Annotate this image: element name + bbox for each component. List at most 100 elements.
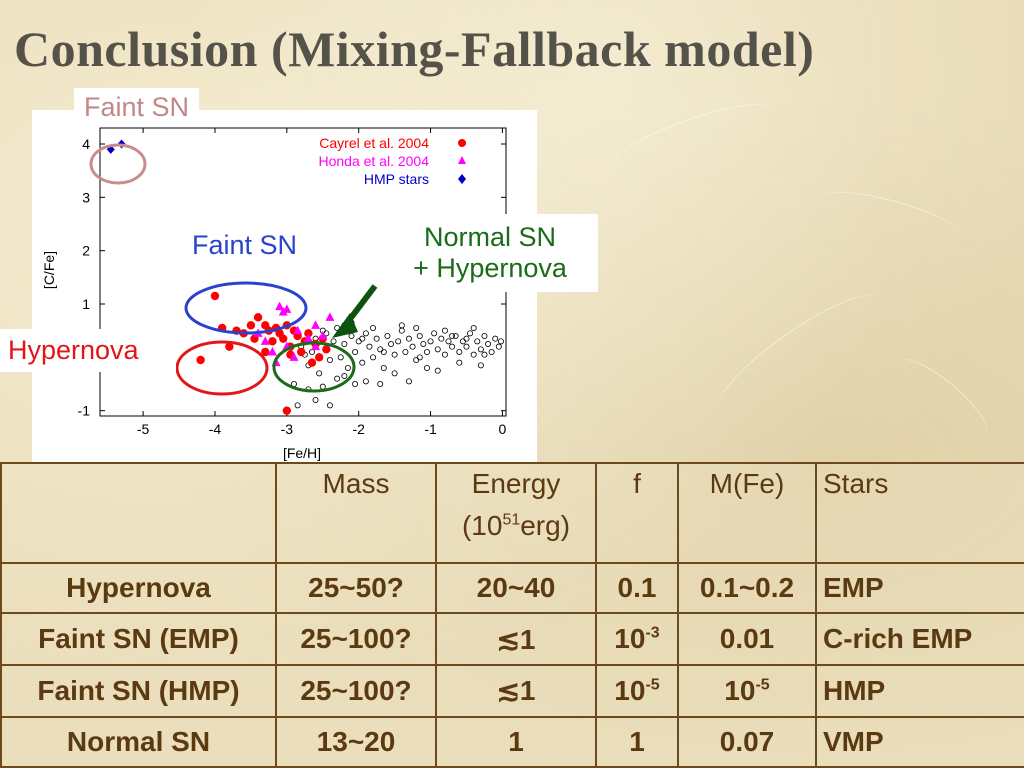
data-point-open bbox=[362, 378, 369, 385]
f-exp: -5 bbox=[645, 676, 660, 694]
row-stars: VMP bbox=[815, 715, 1024, 768]
header-energy-unit: (1051erg) bbox=[443, 510, 589, 542]
data-point-honda bbox=[318, 331, 328, 340]
callout-normal-line1: Normal SN bbox=[423, 222, 557, 252]
data-point-open bbox=[402, 348, 409, 355]
data-point-open bbox=[492, 335, 499, 342]
data-point-honda bbox=[311, 320, 321, 329]
mfe-base: 10 bbox=[724, 674, 756, 706]
row-energy: ≲1 bbox=[435, 612, 597, 666]
data-point-open bbox=[413, 356, 420, 363]
mfe-exp: -5 bbox=[755, 676, 770, 694]
header-stars: Stars bbox=[815, 462, 1024, 564]
data-point-open bbox=[445, 338, 452, 345]
data-point-open bbox=[359, 335, 366, 342]
data-point-open bbox=[294, 402, 301, 409]
row-f: 1 bbox=[595, 715, 679, 768]
data-point-cayrel bbox=[304, 329, 313, 338]
callout-faint-sn-top: Faint SN bbox=[74, 88, 200, 127]
paper-fiber bbox=[598, 90, 782, 191]
data-point-open bbox=[362, 330, 369, 337]
data-point-open bbox=[463, 335, 470, 342]
x-tick-label: -5 bbox=[137, 421, 150, 437]
data-point-open bbox=[373, 335, 380, 342]
data-point-honda bbox=[293, 325, 303, 335]
data-point-open bbox=[416, 332, 423, 339]
data-point-open bbox=[481, 351, 488, 358]
row-mfe: 0.1~0.2 bbox=[677, 561, 817, 615]
f-exp: -3 bbox=[645, 624, 660, 642]
f-base: 10 bbox=[614, 623, 646, 655]
row-stars: EMP bbox=[815, 561, 1024, 615]
data-point-open bbox=[352, 348, 359, 355]
y-tick-label: 4 bbox=[82, 136, 90, 152]
data-point-open bbox=[497, 338, 504, 345]
data-point-honda bbox=[325, 312, 335, 321]
faint-sn-top-ring bbox=[89, 143, 147, 185]
x-tick-label: 0 bbox=[499, 421, 507, 437]
y-tick-label: 3 bbox=[82, 189, 90, 205]
data-point-open bbox=[337, 354, 344, 361]
data-point-open bbox=[366, 343, 373, 350]
header-mass: Mass bbox=[275, 462, 437, 564]
data-point-open bbox=[326, 402, 333, 409]
x-axis-label: [Fe/H] bbox=[283, 445, 321, 461]
legend-marker-honda bbox=[458, 156, 466, 164]
data-point-open bbox=[427, 338, 434, 345]
x-tick-label: -2 bbox=[352, 421, 365, 437]
row-type: Faint SN (EMP) bbox=[0, 612, 277, 666]
data-point-open bbox=[449, 332, 456, 339]
row-f: 10-5 bbox=[595, 663, 679, 718]
data-point-open bbox=[398, 322, 405, 329]
table-header-row: Mass Energy (1051erg) f M(Fe) Stars bbox=[0, 462, 1024, 564]
table-row: Faint SN (HMP) 25~100? ≲1 10-5 10-5 HMP bbox=[0, 663, 1024, 718]
data-point-open bbox=[470, 324, 477, 331]
data-point-open bbox=[344, 364, 351, 371]
data-point-cayrel bbox=[314, 353, 324, 362]
data-point-open bbox=[463, 343, 470, 350]
y-tick-label: -1 bbox=[78, 403, 91, 419]
data-point-open bbox=[352, 380, 359, 387]
data-point-open bbox=[370, 324, 377, 331]
row-mass: 25~100? bbox=[275, 663, 437, 718]
data-point-open bbox=[413, 324, 420, 331]
annotation-rings bbox=[89, 143, 378, 396]
data-point-open bbox=[380, 348, 387, 355]
data-point-honda bbox=[260, 336, 270, 345]
arrow-head bbox=[332, 313, 358, 338]
data-point-open bbox=[431, 330, 438, 337]
header-empty bbox=[0, 462, 277, 564]
header-mfe: M(Fe) bbox=[677, 462, 817, 564]
hypernova-ring bbox=[175, 340, 269, 396]
data-point-open bbox=[438, 335, 445, 342]
row-mfe: 0.07 bbox=[677, 715, 817, 768]
data-point-open bbox=[377, 346, 384, 353]
data-point-honda bbox=[267, 347, 277, 356]
data-point-cayrel bbox=[268, 337, 277, 346]
data-point-cayrel bbox=[282, 406, 292, 415]
row-mass: 25~50? bbox=[275, 561, 437, 615]
data-point-open bbox=[485, 340, 492, 347]
callout-normal-sn: Normal SN + Hypernova bbox=[382, 214, 598, 292]
data-point-open bbox=[474, 338, 481, 345]
data-point-honda bbox=[311, 341, 321, 351]
data-point-cayrel bbox=[196, 355, 205, 365]
data-point-open bbox=[456, 359, 463, 366]
data-point-open bbox=[423, 348, 430, 355]
header-energy: Energy (1051erg) bbox=[435, 462, 597, 564]
data-point-open bbox=[355, 338, 362, 345]
energy-unit-prefix: (10 bbox=[461, 510, 503, 541]
data-point-cayrel bbox=[225, 342, 234, 351]
data-point-open bbox=[420, 340, 427, 347]
data-point-open bbox=[459, 338, 466, 345]
data-point-hmp bbox=[106, 144, 115, 154]
data-point-open bbox=[470, 351, 477, 358]
data-point-open bbox=[481, 332, 488, 339]
row-stars: HMP bbox=[815, 663, 1024, 718]
paper-fiber bbox=[703, 277, 897, 434]
y-tick-label: 2 bbox=[82, 243, 90, 259]
row-f: 10-3 bbox=[595, 612, 679, 666]
header-f: f bbox=[595, 462, 679, 564]
data-point-cayrel bbox=[246, 321, 256, 330]
y-axis-label: [C/Fe] bbox=[41, 251, 57, 289]
